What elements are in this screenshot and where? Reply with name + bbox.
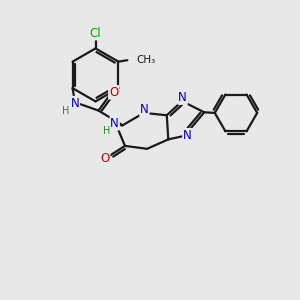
Text: O: O (109, 86, 118, 99)
Text: CH₃: CH₃ (136, 55, 155, 65)
Text: Cl: Cl (90, 27, 101, 40)
Text: N: N (183, 129, 192, 142)
Text: H: H (62, 106, 70, 116)
Text: N: N (110, 117, 119, 130)
Text: N: N (140, 103, 149, 116)
Text: H: H (103, 126, 110, 136)
Text: N: N (178, 91, 187, 104)
Text: O: O (100, 152, 110, 165)
Text: N: N (70, 97, 79, 110)
